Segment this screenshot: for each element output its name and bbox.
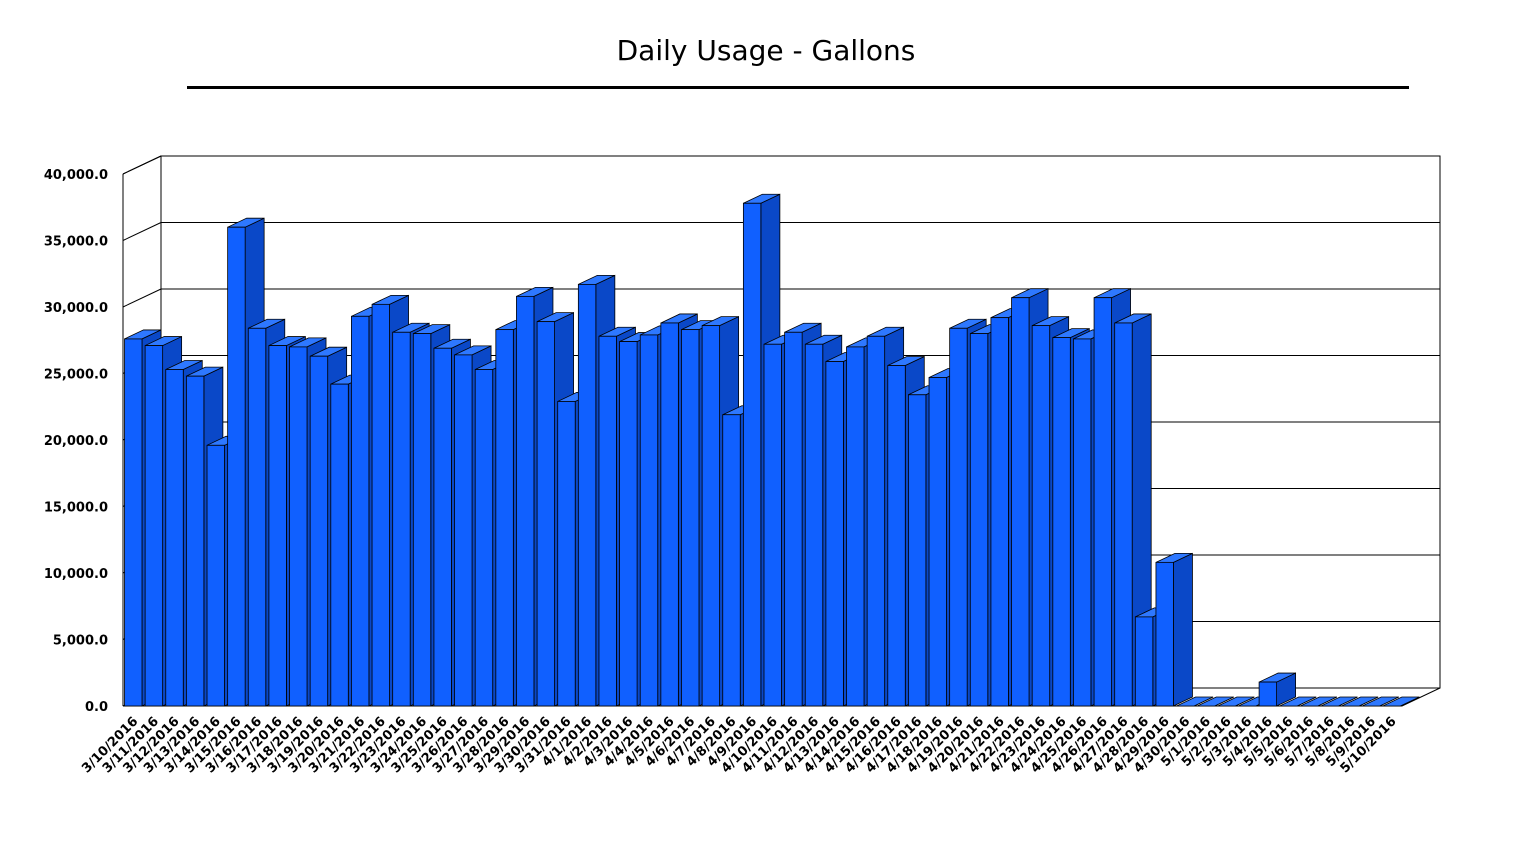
bar [1217, 696, 1255, 707]
bar-front [866, 335, 886, 707]
bar [1279, 696, 1317, 707]
bar-top [1341, 696, 1379, 707]
y-tick-label: 0.0 [85, 700, 108, 715]
bar-front [763, 343, 782, 707]
y-tick-label: 25,000.0 [44, 368, 108, 383]
gridline-depth [122, 222, 162, 241]
bar-top [1320, 696, 1358, 707]
bar [1114, 313, 1152, 707]
bar-front [371, 303, 390, 707]
bar-front [908, 394, 927, 707]
bar [1382, 696, 1420, 707]
bar-top [1300, 696, 1338, 707]
y-tick-label: 40,000.0 [44, 168, 108, 183]
bar-front [639, 334, 659, 707]
bar-front [1011, 297, 1030, 707]
bar [1176, 696, 1214, 707]
title-underline [187, 86, 1409, 89]
y-tick-label: 20,000.0 [44, 434, 108, 449]
bar-front [247, 327, 267, 707]
bar-front [454, 354, 473, 707]
bar-front [825, 361, 844, 707]
bar-front [681, 329, 700, 707]
bar-top [1382, 696, 1420, 707]
bar-front [701, 325, 721, 707]
bar-front [1155, 561, 1174, 707]
bar-top [1362, 696, 1399, 707]
bar-front [309, 355, 329, 707]
y-axis: 0.0 5,000.0 10,000.0 15,000.0 20,000.0 25,000… [44, 168, 108, 715]
y-tick-label: 10,000.0 [44, 567, 108, 582]
bar-front [1114, 322, 1133, 707]
bar-front [185, 375, 205, 707]
bar [1300, 696, 1338, 707]
bar-front [268, 345, 287, 707]
bar-front [598, 335, 617, 707]
bar [1197, 696, 1234, 707]
bar-front [990, 317, 1009, 707]
bar-front [1052, 337, 1071, 707]
bar-front [144, 345, 164, 707]
bar-front [846, 346, 865, 707]
bar [1320, 696, 1358, 707]
bar-front [557, 401, 576, 707]
bar-front [495, 329, 514, 707]
bar-front [1031, 325, 1051, 707]
bar-front [949, 327, 968, 707]
bar-series [124, 193, 1420, 707]
bar-front [516, 295, 535, 707]
y-tick-label: 30,000.0 [44, 301, 108, 316]
bar-front [887, 365, 906, 707]
bar-front [928, 377, 947, 707]
bar-front [660, 322, 679, 707]
bar-front [1093, 297, 1112, 707]
bar-front [412, 333, 432, 707]
bar-front [1258, 681, 1277, 707]
bar-front [619, 341, 638, 707]
bar-front [969, 333, 989, 707]
y-tick-label: 5,000.0 [53, 634, 108, 649]
bar-front [392, 331, 411, 707]
bar-front [804, 343, 824, 707]
gridline-depth [122, 288, 162, 308]
bar [1341, 696, 1379, 707]
bar-front [227, 226, 246, 707]
bar-front [433, 347, 452, 707]
gridline-depth [122, 155, 162, 175]
bar-front [351, 315, 370, 707]
bar-front [742, 202, 762, 707]
bar-front [165, 369, 184, 707]
bar-front [206, 444, 225, 707]
bar-front [784, 331, 803, 707]
y-tick-label: 15,000.0 [44, 501, 108, 516]
bar-front [124, 338, 143, 707]
bar-front [536, 321, 555, 707]
bar-top [1279, 696, 1317, 707]
bar [1258, 672, 1296, 707]
chart-title: Daily Usage - Gallons [616, 34, 916, 67]
bar [1155, 552, 1193, 707]
bar-front [577, 283, 597, 707]
bar-top [1176, 696, 1214, 707]
bar-top [1197, 696, 1234, 707]
bar-front [330, 383, 349, 707]
bar-front [474, 369, 494, 707]
bar-front [1073, 338, 1092, 707]
bar-front [289, 346, 308, 707]
bar [1362, 696, 1399, 707]
x-axis: 3/10/20163/11/20163/12/20163/13/20163/14… [79, 714, 1399, 776]
bar-front [1134, 616, 1154, 707]
y-tick-label: 35,000.0 [44, 235, 108, 250]
bar-front [722, 414, 741, 707]
bar-side [1173, 552, 1193, 707]
bar-top [1217, 696, 1255, 707]
